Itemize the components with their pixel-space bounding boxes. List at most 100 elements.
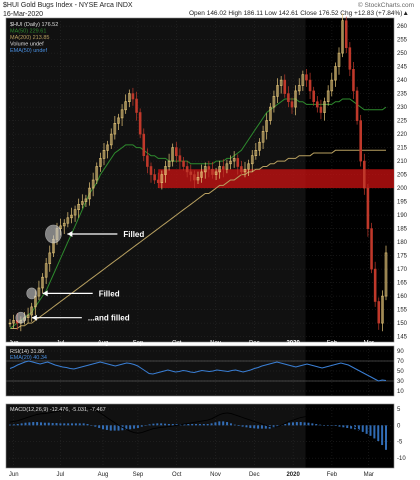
macd-hist-bar <box>82 423 85 426</box>
macd-hist-bar <box>78 423 81 426</box>
candle-body <box>117 117 120 124</box>
price-tick-label: 250 <box>397 51 408 57</box>
price-tick-label: 150 <box>397 321 408 327</box>
macd-hist-bar <box>43 422 46 426</box>
candle-body <box>120 109 124 119</box>
macd-hist-bar <box>206 424 209 426</box>
candle-body <box>240 166 243 173</box>
macd-hist-bar <box>86 424 89 426</box>
price-legend-item: Volume undef <box>10 42 44 48</box>
rsi-tick-label: 50 <box>397 369 404 375</box>
macd-hist-bar <box>187 424 190 426</box>
macd-hist-bar <box>249 425 252 428</box>
annotation-circle <box>26 287 37 300</box>
candle-body <box>301 74 305 86</box>
price-legend-item: EMA(50) undef <box>10 48 47 54</box>
candle-body <box>196 177 200 181</box>
price-tick-label: 165 <box>397 281 408 287</box>
candle-body <box>178 155 182 162</box>
candle-body <box>214 171 218 175</box>
candle-body <box>167 160 171 167</box>
macd-hist-bar <box>24 422 27 426</box>
chart-date: 16-Mar-2020 <box>3 11 44 18</box>
month-label-bottom: Nov <box>210 472 221 478</box>
candle-body <box>73 209 77 216</box>
month-label-bottom: Oct <box>172 472 182 478</box>
macd-hist-bar <box>16 424 19 426</box>
macd-hist-bar <box>276 425 279 427</box>
candle-body <box>384 252 388 297</box>
macd-hist-bar <box>12 424 15 426</box>
macd-hist-bar <box>342 425 345 428</box>
candle-body <box>113 123 117 135</box>
candle-body <box>370 228 373 270</box>
candle-body <box>182 160 185 167</box>
rsi-tick-label: 30 <box>397 379 404 385</box>
annotation-label: Filled <box>123 230 144 239</box>
candle-body <box>200 171 203 178</box>
month-label: Nov <box>210 341 221 347</box>
macd-hist-bar <box>264 425 267 429</box>
macd-hist-bar <box>90 425 93 426</box>
price-tick-label: 215 <box>397 146 408 152</box>
candle-body <box>323 101 326 113</box>
macd-hist-bar <box>373 425 376 439</box>
candle-body <box>308 79 312 92</box>
price-tick-label: 185 <box>397 227 408 233</box>
macd-hist-bar <box>241 425 244 427</box>
price-legend-item: $HUI (Daily) 176.52 <box>10 22 58 28</box>
candle-body <box>26 314 30 318</box>
candle-body <box>312 90 315 103</box>
macd-hist-bar <box>218 421 221 426</box>
macd-hist-bar <box>160 423 163 426</box>
candle-body <box>283 79 287 94</box>
rsi-legend-item: EMA(20) 40.34 <box>10 355 47 361</box>
month-label-bottom: Jun <box>9 472 19 478</box>
price-tick-label: 170 <box>397 267 408 273</box>
macd-hist-bar <box>245 425 248 428</box>
candle-body <box>207 166 211 170</box>
macd-hist-bar <box>210 423 213 426</box>
macd-hist-bar <box>113 425 116 431</box>
macd-hist-bar <box>117 425 120 431</box>
price-tick-label: 155 <box>397 308 408 314</box>
macd-hist-bar <box>233 424 236 426</box>
macd-hist-bar <box>191 424 194 426</box>
macd-hist-bar <box>59 423 62 426</box>
candle-body <box>326 90 330 103</box>
candle-body <box>348 47 352 70</box>
candle-body <box>330 79 334 92</box>
candle-body <box>95 166 99 181</box>
macd-hist-bar <box>377 425 380 442</box>
macd-hist-bar <box>226 422 229 426</box>
macd-legend: MACD(12,26,9) -12.476, -5.031, -7.467 <box>10 407 106 413</box>
candle-body <box>66 217 70 224</box>
candle-body <box>272 96 276 108</box>
month-label: Jun <box>9 341 19 347</box>
macd-hist-bar <box>136 425 139 428</box>
candle-body <box>363 160 366 189</box>
macd-hist-bar <box>272 425 275 428</box>
candle-body <box>185 166 189 173</box>
candle-body <box>41 276 44 289</box>
brand-label: © StockCharts.com <box>357 2 414 9</box>
price-tick-label: 220 <box>397 132 408 138</box>
rsi-legend-item: RSI(14) 31.86 <box>10 349 44 355</box>
candle-body <box>203 166 207 173</box>
macd-hist-bar <box>299 422 302 426</box>
macd-hist-bar <box>133 425 136 429</box>
candle-body <box>30 306 33 316</box>
macd-hist-bar <box>74 423 77 426</box>
macd-hist-bar <box>385 425 387 450</box>
month-label-bottom: Feb <box>327 472 338 478</box>
macd-tick-label: -5 <box>397 440 403 446</box>
macd-hist-bar <box>237 425 240 426</box>
candle-body <box>88 187 91 200</box>
price-tick-label: 190 <box>397 213 408 219</box>
candle-body <box>236 158 240 167</box>
macd-hist-bar <box>148 424 151 426</box>
rsi-tick-label: 70 <box>397 359 404 365</box>
candle-body <box>232 158 236 162</box>
macd-hist-bar <box>322 425 325 426</box>
